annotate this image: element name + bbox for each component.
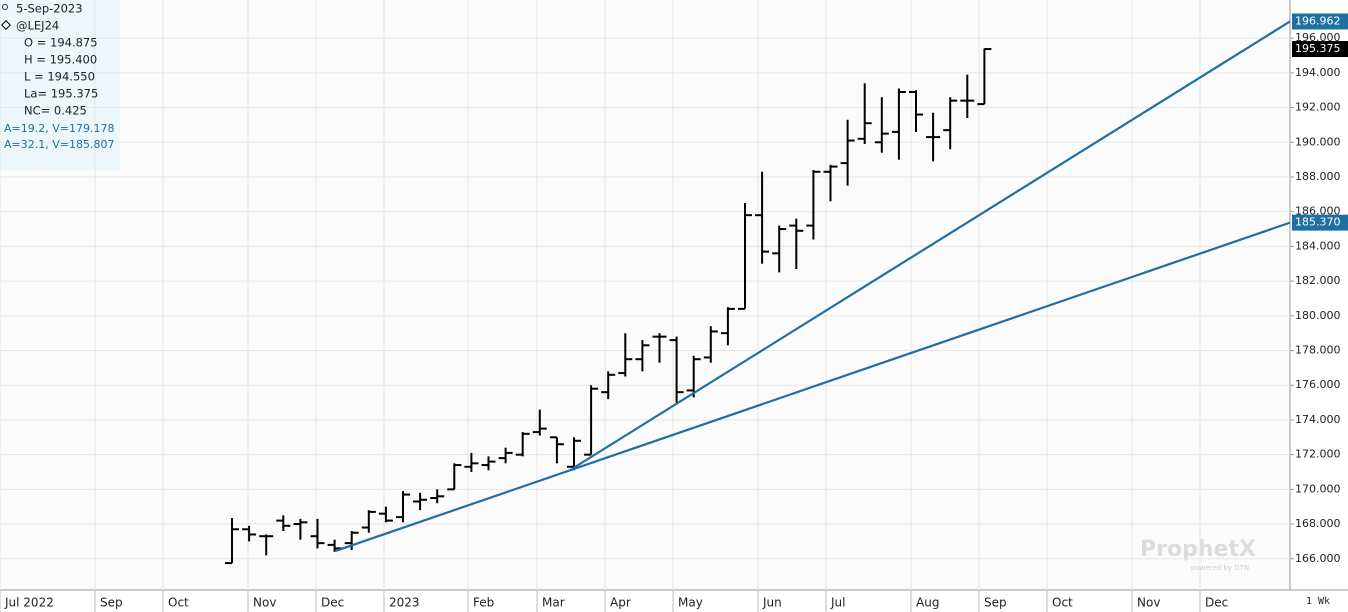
x-tick-label: Feb bbox=[473, 596, 494, 610]
x-tick-label: 2023 bbox=[389, 596, 420, 610]
plot-area bbox=[0, 0, 1290, 590]
info-line: @LEJ24 bbox=[16, 19, 59, 33]
y-tick-label: 168.000 bbox=[1295, 517, 1341, 530]
y-tick-label: 192.000 bbox=[1295, 101, 1341, 114]
info-line: La= 195.375 bbox=[24, 87, 98, 101]
y-tick-label: 188.000 bbox=[1295, 170, 1341, 183]
trendline-value: 185.370 bbox=[1295, 216, 1341, 229]
watermark: ProphetX bbox=[1140, 537, 1256, 562]
x-tick-label: Dec bbox=[1205, 596, 1228, 610]
y-tick-label: 180.000 bbox=[1295, 309, 1341, 322]
y-tick-label: 196.000 bbox=[1295, 31, 1341, 44]
x-tick-label: Sep bbox=[100, 596, 123, 610]
trendline bbox=[335, 221, 1291, 552]
y-tick-label: 190.000 bbox=[1295, 135, 1341, 148]
trendline bbox=[571, 20, 1291, 470]
x-tick-label: Nov bbox=[253, 596, 276, 610]
x-tick-label: Jun bbox=[762, 596, 782, 610]
info-line: O = 194.875 bbox=[24, 36, 98, 50]
y-tick-label: 194.000 bbox=[1295, 66, 1341, 79]
trendline-annotation: A=19.2, V=179.178 bbox=[4, 122, 114, 135]
period: 1 Wk bbox=[1306, 596, 1330, 607]
x-tick-label: Mar bbox=[542, 596, 565, 610]
y-tick-label: 176.000 bbox=[1295, 378, 1341, 391]
x-tick-label: Dec bbox=[321, 596, 344, 610]
x-tick-label: Sep bbox=[984, 596, 1007, 610]
y-tick-label: 172.000 bbox=[1295, 448, 1341, 461]
y-tick-label: 178.000 bbox=[1295, 344, 1341, 357]
x-tick-label: Jul 2022 bbox=[4, 596, 54, 610]
watermark-sub: powered by DTN bbox=[1191, 564, 1249, 572]
x-tick-label: Oct bbox=[1052, 596, 1073, 610]
x-tick-label: Aug bbox=[916, 596, 939, 610]
x-tick-label: Apr bbox=[610, 596, 631, 610]
last-price: 195.375 bbox=[1295, 42, 1341, 55]
trendline-value: 196.962 bbox=[1295, 14, 1341, 27]
x-tick-label: Nov bbox=[1137, 596, 1160, 610]
y-tick-label: 184.000 bbox=[1295, 239, 1341, 252]
y-tick-label: 186.000 bbox=[1295, 205, 1341, 218]
info-line: L = 194.550 bbox=[24, 70, 95, 84]
info-line: 5-Sep-2023 bbox=[16, 2, 83, 16]
info-line: H = 195.400 bbox=[24, 53, 97, 67]
symbol-icon bbox=[1, 20, 11, 30]
trendline-annotation: A=32.1, V=185.807 bbox=[4, 138, 114, 151]
x-tick-label: May bbox=[678, 596, 703, 610]
trendline-value-box bbox=[1292, 13, 1348, 30]
x-tick-label: Jul bbox=[830, 596, 845, 610]
info-line: NC= 0.425 bbox=[24, 104, 87, 118]
x-tick-label: Oct bbox=[168, 596, 189, 610]
info-panel bbox=[0, 0, 120, 170]
y-tick-label: 182.000 bbox=[1295, 274, 1341, 287]
zoom-icon bbox=[2, 4, 8, 10]
y-tick-label: 170.000 bbox=[1295, 482, 1341, 495]
trendline-value-box bbox=[1292, 214, 1348, 231]
y-tick-label: 174.000 bbox=[1295, 413, 1341, 426]
last-price-box bbox=[1292, 41, 1348, 58]
y-tick-label: 166.000 bbox=[1295, 552, 1341, 565]
